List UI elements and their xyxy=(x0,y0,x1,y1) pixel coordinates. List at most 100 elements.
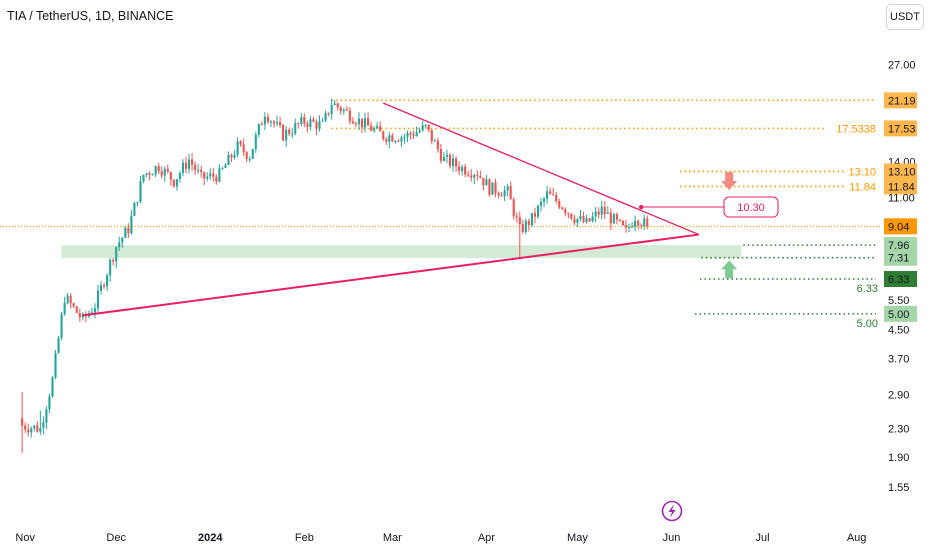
candle xyxy=(543,196,546,208)
candle xyxy=(200,165,203,178)
candle xyxy=(561,206,564,211)
candle xyxy=(634,215,637,232)
candle xyxy=(394,139,397,144)
candle-body xyxy=(124,227,127,238)
lightning-icon[interactable] xyxy=(661,500,683,522)
candle-body xyxy=(72,303,75,307)
candle-body xyxy=(367,118,370,126)
candle-body xyxy=(90,312,93,314)
candle xyxy=(549,187,552,195)
candle-body xyxy=(121,237,124,243)
candle-body xyxy=(473,175,476,178)
candle-body xyxy=(330,105,333,114)
price-axis[interactable]: 35.0027.0021.1917.5314.0013.1011.8411.00… xyxy=(884,21,917,494)
candle-body xyxy=(412,134,415,137)
candle-body xyxy=(66,295,69,303)
candle-body xyxy=(461,166,464,172)
candle xyxy=(461,164,464,176)
trendline xyxy=(82,233,699,317)
candle-body xyxy=(418,130,421,133)
candle xyxy=(612,212,615,224)
candle xyxy=(48,393,51,414)
candle xyxy=(594,206,597,223)
candle-body xyxy=(206,176,209,179)
candle-body xyxy=(415,132,418,137)
candle-body xyxy=(582,216,585,223)
candle xyxy=(169,171,172,186)
time-tick: Apr xyxy=(478,532,495,544)
candle xyxy=(488,178,491,197)
trendline xyxy=(382,102,700,236)
candle xyxy=(209,168,212,180)
candle-body xyxy=(154,166,157,175)
candle xyxy=(142,174,145,184)
candle xyxy=(603,200,606,219)
candle-body xyxy=(600,206,603,215)
price-badge xyxy=(884,271,917,288)
candle-body xyxy=(515,216,518,218)
candle-body xyxy=(552,194,555,196)
candle-body xyxy=(93,308,97,313)
candle xyxy=(239,140,242,147)
candle xyxy=(260,121,263,126)
time-axis[interactable]: Nov Dec 2024 Feb Mar Apr May Jun Jul Aug xyxy=(15,532,866,544)
candle-body xyxy=(527,220,530,226)
candle xyxy=(330,98,333,120)
candle xyxy=(436,137,439,153)
candle-body xyxy=(291,133,294,135)
candle-body xyxy=(233,154,236,158)
price-tick: 11.84 xyxy=(888,181,915,193)
support-zone xyxy=(61,245,742,258)
candle xyxy=(455,155,458,172)
candle-body xyxy=(221,167,224,169)
candle-body xyxy=(63,302,66,315)
candle xyxy=(606,206,609,214)
candle-body xyxy=(269,121,273,123)
candle xyxy=(367,112,370,126)
candle xyxy=(627,223,631,233)
candle xyxy=(245,151,248,163)
candle xyxy=(360,118,364,134)
candle xyxy=(409,131,412,140)
level-label: 11.84 xyxy=(849,181,876,193)
candle-body xyxy=(215,176,218,182)
candle xyxy=(248,156,251,163)
price-tick: 2.90 xyxy=(888,389,909,401)
candle-body xyxy=(169,171,172,180)
time-tick: Feb xyxy=(295,532,314,544)
currency-button[interactable]: USDT xyxy=(886,4,924,30)
candle-body xyxy=(333,103,336,106)
candle xyxy=(339,105,342,115)
candle xyxy=(397,138,400,143)
candle xyxy=(160,166,163,179)
candle-body xyxy=(99,285,103,291)
candle xyxy=(482,177,485,191)
candle-body xyxy=(60,314,63,338)
candle-body xyxy=(42,422,45,428)
candle-body xyxy=(615,214,618,220)
candle-body xyxy=(300,117,303,124)
candle xyxy=(600,200,603,220)
candle xyxy=(467,171,470,178)
candle-body xyxy=(524,220,527,232)
candle xyxy=(175,178,178,191)
candle xyxy=(139,175,142,204)
candle-body xyxy=(318,121,321,129)
time-tick: Mar xyxy=(383,532,402,544)
candle xyxy=(524,218,527,235)
candle xyxy=(439,143,442,164)
candle-body xyxy=(439,149,442,161)
candle-body xyxy=(637,220,640,226)
candle-body xyxy=(218,168,221,182)
candle-body xyxy=(194,164,197,171)
price-badge xyxy=(884,237,917,254)
candle-body xyxy=(212,173,215,177)
candle-body xyxy=(394,140,397,142)
candle-body xyxy=(497,193,500,196)
candle-body xyxy=(145,173,148,175)
candle-body xyxy=(342,109,345,112)
candle xyxy=(324,110,327,123)
candle xyxy=(118,236,121,251)
time-tick: May xyxy=(567,532,588,544)
